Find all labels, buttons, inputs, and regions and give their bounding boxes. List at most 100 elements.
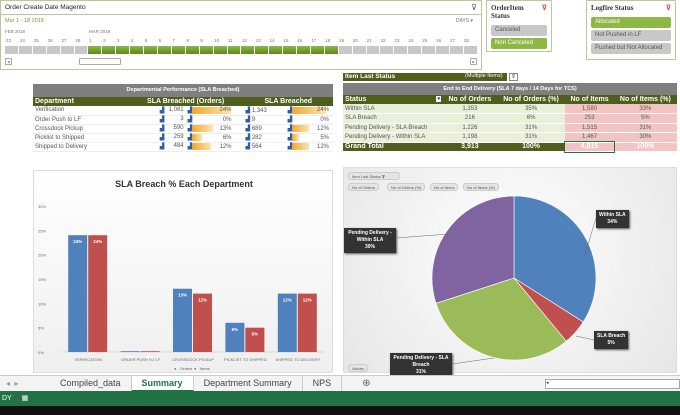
pivot-button-items[interactable]: No of Items	[430, 183, 459, 191]
slicer-title: Logfire Status	[591, 4, 634, 12]
timeline-slicer[interactable]: Order Create Date Magento ⊽ Mar 1 - 18 2…	[0, 0, 482, 70]
slicer-item-allocated[interactable]: Allocated	[591, 17, 671, 28]
signal-bars-icon: ▟	[187, 144, 193, 151]
day-cell[interactable]	[283, 46, 297, 54]
cell: 1,198	[443, 132, 497, 143]
col-items: No of Items	[565, 95, 614, 104]
day-cell[interactable]	[199, 46, 213, 54]
sla-breach-bar-chart[interactable]: SLA Breach % Each Department 0% 5% 10% 15% 20…	[33, 170, 333, 373]
day-cell[interactable]	[213, 46, 227, 54]
slicer-item-canceled[interactable]: Canceled	[491, 25, 547, 36]
svg-text:25%: 25%	[38, 228, 46, 233]
day-cell[interactable]	[463, 46, 477, 54]
day-cell[interactable]	[366, 46, 380, 54]
filter-value[interactable]: (Multiple Items)	[463, 73, 507, 81]
clear-filter-icon[interactable]: ⊽	[541, 4, 547, 12]
items-pct: 12%	[316, 125, 329, 132]
day-cell[interactable]	[157, 46, 171, 54]
data-bar	[292, 124, 310, 132]
day-cell[interactable]	[422, 46, 436, 54]
svg-text:●: ●	[194, 366, 197, 371]
table-title: End to End Delivery (SLA 7 days / 14 Day…	[343, 83, 677, 95]
slicer-item-non-canceled[interactable]: Non Canceled	[491, 38, 547, 49]
signal-bars-icon: ▟	[187, 107, 193, 114]
day-cell[interactable]	[60, 46, 74, 54]
signal-bars-icon: ▟	[159, 107, 165, 114]
filter-dropdown-icon[interactable]: ⊽	[509, 73, 518, 81]
day-label: 27	[61, 38, 67, 43]
pivot-button-orders-pct[interactable]: No of Orders (%)	[387, 183, 426, 191]
day-cell[interactable]	[324, 46, 338, 54]
pivot-button-orders[interactable]: No of Orders	[348, 183, 379, 191]
signal-bars-icon: ▟	[187, 126, 193, 133]
day-cell[interactable]	[408, 46, 422, 54]
day-cell[interactable]	[88, 46, 102, 54]
day-cell[interactable]	[116, 46, 130, 54]
day-cell[interactable]	[450, 46, 463, 54]
table-row: Order Push to LF ▟ 3 ▟ 0% ▟ 9 ▟ 0%	[33, 115, 333, 125]
day-label: 17	[311, 38, 317, 43]
day-cell[interactable]	[144, 46, 157, 54]
day-cell[interactable]	[5, 46, 18, 54]
day-cell[interactable]	[102, 46, 116, 54]
col-status[interactable]: Status ▾	[343, 95, 443, 104]
scroll-right-button[interactable]: ▸	[470, 58, 477, 65]
add-sheet-button[interactable]: ⊕	[362, 378, 371, 389]
end-to-end-pie-chart[interactable]: Item Last Status ⊽ No of Orders No of Or…	[343, 167, 677, 378]
day-cell[interactable]	[227, 46, 241, 54]
day-cell[interactable]	[338, 46, 352, 54]
cell: 1,467	[565, 132, 614, 143]
slicer-item-not-pushed[interactable]: Not Pushed in LF	[591, 30, 671, 41]
timeline-scrollbar-thumb[interactable]	[79, 58, 121, 65]
sheet-tab-compiled-data[interactable]: Compiled_data	[50, 375, 132, 392]
clear-filter-icon[interactable]: ⊽	[471, 3, 477, 12]
day-cell[interactable]	[241, 46, 255, 54]
day-cell[interactable]	[380, 46, 394, 54]
pivot-button-values[interactable]: Values	[348, 364, 368, 372]
day-label: 8	[186, 38, 189, 43]
clear-filter-icon[interactable]: ⊽	[665, 4, 671, 12]
day-cell[interactable]	[46, 46, 60, 54]
sheet-nav-arrows[interactable]: ◂ ▸	[6, 379, 19, 388]
orders-count: 1,081	[168, 106, 184, 113]
table-row: Pending Delivery - SLA Breach 1,226 31% 1,5…	[343, 123, 677, 133]
svg-text:ORDER PUSH TO LF: ORDER PUSH TO LF	[121, 357, 161, 362]
signal-bars-icon: ▟	[159, 144, 165, 150]
svg-text:Items: Items	[200, 366, 210, 371]
day-cell[interactable]	[436, 46, 449, 54]
table-row: Verification ▟ 1,081 ▟ 24% ▟ 1,343 ▟ 24%	[33, 106, 333, 116]
table-row: Picklist to Shipped ▟ 259 ▟ 6% ▟ 282 ▟ 5%	[33, 133, 333, 143]
horizontal-scrollbar[interactable]: ◂	[545, 378, 680, 389]
day-cell[interactable]	[269, 46, 283, 54]
sheet-tab-summary[interactable]: Summary	[131, 375, 194, 392]
sheet-tab-department-summary[interactable]: Department Summary	[194, 375, 303, 392]
svg-text:24%: 24%	[93, 239, 102, 244]
day-cell[interactable]	[394, 46, 408, 54]
macro-record-icon[interactable]: ▦	[21, 395, 29, 402]
granularity-dropdown[interactable]: DAYS ▾	[455, 18, 473, 24]
day-label: 28	[75, 38, 81, 43]
svg-text:24%: 24%	[73, 239, 82, 244]
data-bar	[192, 106, 231, 114]
day-cell[interactable]	[255, 46, 269, 54]
day-cell[interactable]	[310, 46, 324, 54]
day-label: 23	[394, 38, 400, 43]
pivot-button-item-last-status[interactable]: Item Last Status ⊽	[348, 172, 400, 180]
day-cell[interactable]	[18, 46, 32, 54]
logfire-status-slicer: Logfire Status ⊽ Allocated Not Pushed in …	[586, 0, 676, 60]
day-cells[interactable]	[5, 46, 477, 54]
cell: SLA Breach	[343, 113, 443, 124]
sheet-tab-nps[interactable]: NPS	[303, 375, 343, 392]
scroll-left-button[interactable]: ◂	[5, 58, 12, 65]
day-cell[interactable]	[130, 46, 144, 54]
day-cell[interactable]	[297, 46, 310, 54]
day-cell[interactable]	[74, 46, 88, 54]
day-label: 24	[19, 38, 25, 43]
items-pct: 5%	[320, 134, 329, 141]
day-cell[interactable]	[32, 46, 46, 54]
day-cell[interactable]	[185, 46, 199, 54]
day-cell[interactable]	[171, 46, 185, 54]
day-cell[interactable]	[352, 46, 366, 54]
slicer-item-pushed-not-allocated[interactable]: Pushed but Not Allocated	[591, 43, 671, 54]
pivot-button-items-pct[interactable]: No of Items (%)	[463, 183, 499, 191]
